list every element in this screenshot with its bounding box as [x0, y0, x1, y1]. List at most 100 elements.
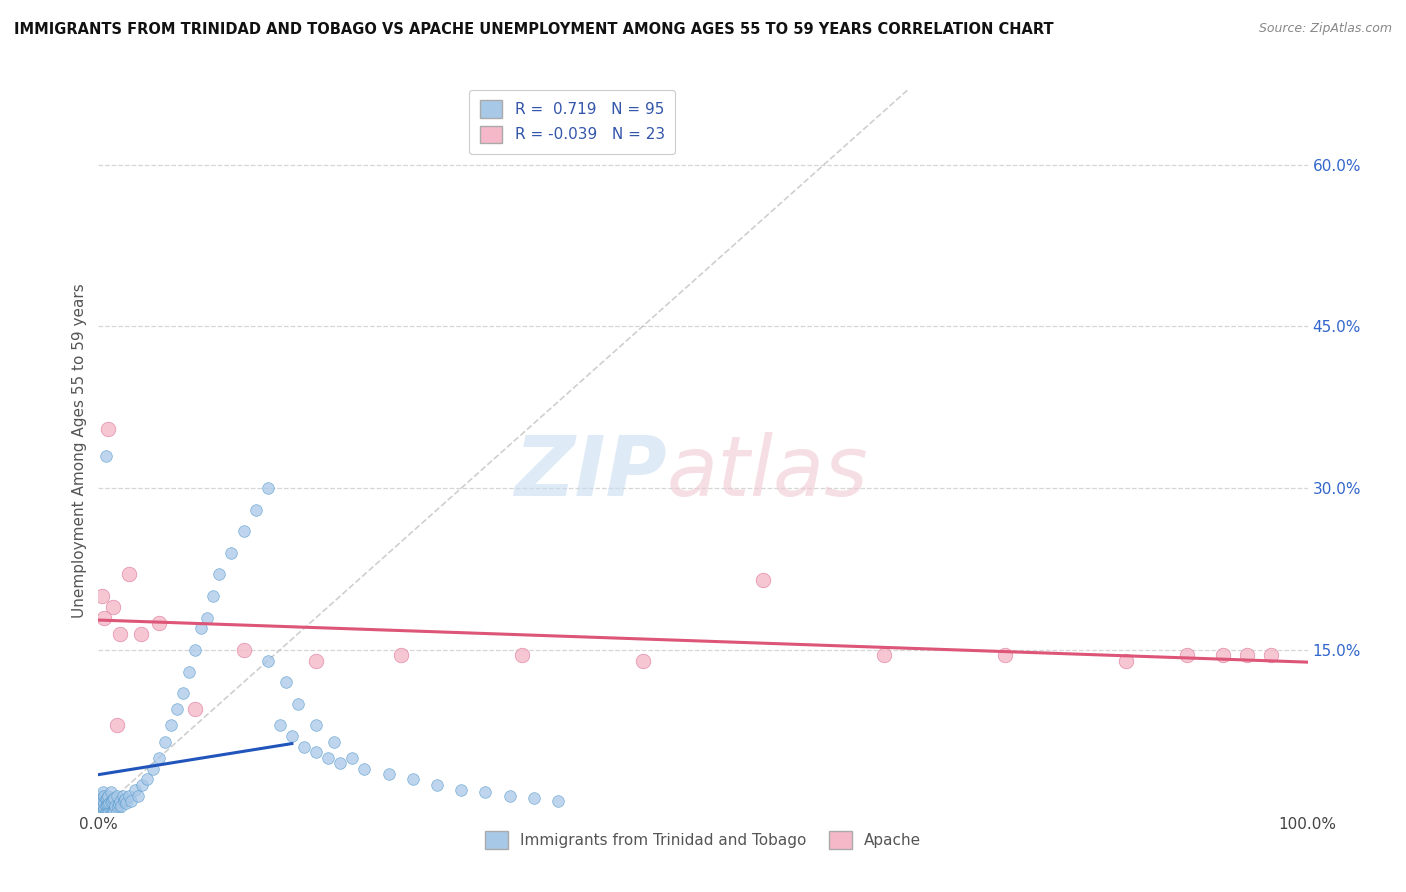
- Point: [104, 799, 127, 814]
- Point: [547, 794, 569, 808]
- Point: [353, 762, 375, 776]
- Point: [94, 791, 117, 805]
- Point: [316, 751, 339, 765]
- Point: [97, 805, 120, 819]
- Point: [523, 790, 546, 805]
- Point: [142, 762, 165, 776]
- Point: [131, 778, 153, 792]
- Point: [105, 789, 128, 803]
- Point: [245, 502, 267, 516]
- Text: Source: ZipAtlas.com: Source: ZipAtlas.com: [1258, 22, 1392, 36]
- Point: [93, 610, 115, 624]
- Point: [101, 805, 124, 819]
- Point: [114, 791, 136, 805]
- Point: [91, 800, 114, 814]
- Point: [184, 643, 207, 657]
- Point: [91, 796, 114, 810]
- Y-axis label: Unemployment Among Ages 55 to 59 years: Unemployment Among Ages 55 to 59 years: [72, 283, 87, 618]
- Point: [1212, 648, 1234, 663]
- Point: [124, 783, 146, 797]
- Point: [89, 805, 111, 819]
- Point: [107, 799, 129, 814]
- Point: [103, 790, 125, 805]
- Point: [474, 785, 496, 799]
- Point: [184, 702, 207, 716]
- Point: [281, 729, 304, 743]
- Point: [221, 546, 243, 560]
- Point: [232, 524, 254, 539]
- Point: [208, 567, 231, 582]
- Point: [93, 801, 115, 815]
- Point: [190, 621, 212, 635]
- Point: [148, 751, 170, 765]
- Point: [105, 718, 128, 732]
- Point: [323, 734, 346, 748]
- Point: [112, 794, 135, 808]
- Point: [93, 789, 115, 803]
- Point: [172, 686, 194, 700]
- Point: [195, 610, 218, 624]
- Point: [91, 799, 114, 814]
- Point: [101, 791, 124, 805]
- Point: [160, 718, 183, 732]
- Point: [873, 648, 896, 663]
- Point: [1175, 648, 1198, 663]
- Point: [305, 718, 328, 732]
- Point: [96, 805, 118, 819]
- Point: [89, 794, 111, 808]
- Point: [127, 789, 149, 803]
- Point: [752, 573, 775, 587]
- Point: [98, 796, 121, 810]
- Point: [179, 665, 201, 679]
- Point: [98, 805, 121, 819]
- Point: [110, 799, 132, 814]
- Point: [426, 778, 449, 792]
- Legend: Immigrants from Trinidad and Tobago, Apache: Immigrants from Trinidad and Tobago, Apa…: [478, 825, 928, 855]
- Point: [101, 599, 124, 614]
- Point: [256, 481, 278, 495]
- Point: [94, 449, 117, 463]
- Point: [90, 805, 112, 819]
- Point: [103, 805, 125, 819]
- Point: [377, 767, 399, 781]
- Point: [96, 790, 118, 805]
- Point: [97, 797, 120, 812]
- Point: [135, 772, 157, 787]
- Point: [90, 791, 112, 805]
- Point: [97, 422, 120, 436]
- Point: [91, 805, 114, 819]
- Point: [292, 739, 315, 754]
- Text: atlas: atlas: [666, 432, 869, 513]
- Text: IMMIGRANTS FROM TRINIDAD AND TOBAGO VS APACHE UNEMPLOYMENT AMONG AGES 55 TO 59 Y: IMMIGRANTS FROM TRINIDAD AND TOBAGO VS A…: [14, 22, 1053, 37]
- Point: [108, 794, 131, 808]
- Point: [90, 789, 112, 803]
- Point: [120, 794, 142, 808]
- Point: [96, 798, 118, 813]
- Point: [118, 567, 141, 582]
- Point: [89, 799, 111, 814]
- Point: [100, 785, 122, 799]
- Point: [93, 796, 115, 810]
- Point: [91, 805, 114, 819]
- Point: [90, 801, 112, 815]
- Point: [97, 789, 120, 803]
- Point: [94, 805, 117, 819]
- Point: [91, 790, 114, 805]
- Point: [108, 627, 131, 641]
- Point: [105, 805, 128, 819]
- Point: [510, 648, 533, 663]
- Point: [1236, 648, 1258, 663]
- Point: [148, 615, 170, 630]
- Point: [389, 648, 412, 663]
- Point: [305, 654, 328, 668]
- Point: [100, 794, 122, 808]
- Point: [1115, 654, 1137, 668]
- Point: [269, 718, 291, 732]
- Point: [498, 789, 520, 803]
- Point: [108, 797, 131, 812]
- Point: [166, 702, 188, 716]
- Point: [329, 756, 352, 771]
- Point: [232, 643, 254, 657]
- Point: [342, 751, 364, 765]
- Point: [631, 654, 654, 668]
